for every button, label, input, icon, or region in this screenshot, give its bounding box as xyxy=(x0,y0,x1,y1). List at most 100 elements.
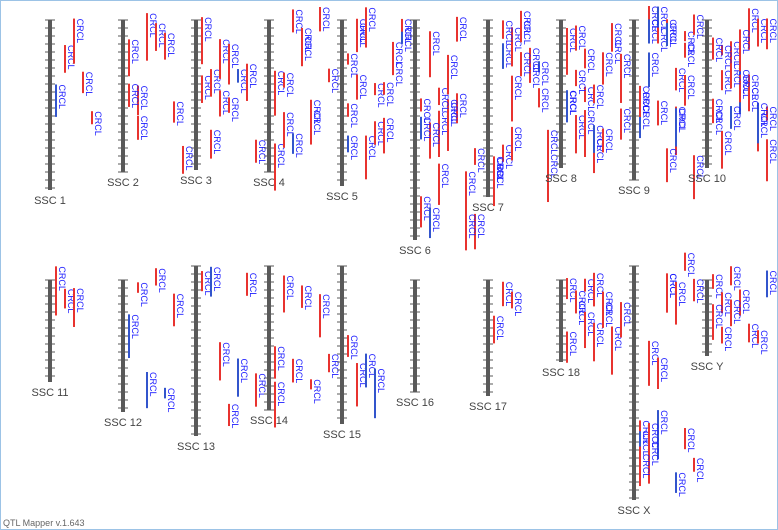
qtl-label: CRCL xyxy=(613,327,623,352)
qtl-label: CRCL xyxy=(586,49,596,74)
qtl-label: CRCL xyxy=(349,103,359,128)
qtl-label: CRCL xyxy=(476,148,486,173)
qtl-label: CRCL xyxy=(458,93,468,118)
qtl-label: CRCL xyxy=(604,52,614,77)
qtl-label: CRCL xyxy=(504,20,514,45)
qtl-label: CRCL xyxy=(184,146,194,171)
qtl-label: CRCL xyxy=(166,388,176,413)
qtl-label: CRCL xyxy=(641,92,651,117)
qtl-label: CRCL xyxy=(221,342,231,367)
qtl-label: CRCL xyxy=(732,41,742,66)
qtl-label: CRCL xyxy=(513,292,523,317)
chromosome-label: SSC 2 xyxy=(107,177,139,189)
qtl-label: CRCL xyxy=(385,82,395,107)
qtl-label: CRCL xyxy=(75,19,85,44)
qtl-label: CRCL xyxy=(668,23,678,48)
qtl-label: CRCL xyxy=(403,19,413,44)
qtl-label: CRCL xyxy=(349,136,359,161)
qtl-label: CRCL xyxy=(686,253,696,278)
qtl-label: CRCL xyxy=(650,19,660,44)
qtl-label: CRCL xyxy=(650,341,660,366)
qtl-label: CRCL xyxy=(294,133,304,158)
qtl-label: CRCL xyxy=(230,97,240,122)
qtl-label: CRCL xyxy=(467,171,477,196)
qtl-label: CRCL xyxy=(641,86,651,111)
qtl-label: CRCL xyxy=(531,64,541,89)
qtl-label: CRCL xyxy=(148,13,158,38)
qtl-label: CRCL xyxy=(595,323,605,348)
chromosome-label: SSC 12 xyxy=(104,417,142,429)
qtl-label: CRCL xyxy=(449,99,459,124)
qtl-label: CRCL xyxy=(677,108,687,133)
qtl-label: CRCL xyxy=(57,84,67,109)
qtl-label: CRCL xyxy=(695,155,705,180)
qtl-label: CRCL xyxy=(686,31,696,56)
chromosome-label: SSC 17 xyxy=(469,401,507,413)
qtl-label: CRCL xyxy=(403,27,413,52)
qtl-label: CRCL xyxy=(714,110,724,135)
qtl-label: CRCL xyxy=(723,131,733,156)
qtl-label: CRCL xyxy=(139,86,149,111)
qtl-label: CRCL xyxy=(641,420,651,445)
qtl-label: CRCL xyxy=(495,156,505,181)
qtl-label: CRCL xyxy=(422,196,432,221)
chromosome-label: SSC 14 xyxy=(250,415,288,427)
qtl-label: CRCL xyxy=(641,454,651,479)
qtl-label: CRCL xyxy=(668,19,678,44)
qtl-label: CRCL xyxy=(312,100,322,125)
qtl-label: CRCL xyxy=(668,273,678,298)
qtl-label: CRCL xyxy=(449,55,459,80)
chromosome xyxy=(267,20,271,172)
chromosome xyxy=(705,20,709,168)
chromosome xyxy=(121,20,125,172)
qtl-label: CRCL xyxy=(741,29,751,54)
qtl-label: CRCL xyxy=(659,28,669,53)
qtl-label: CRCL xyxy=(677,107,687,132)
qtl-label: CRCL xyxy=(394,62,404,87)
qtl-label: CRCL xyxy=(212,69,222,94)
chromosome-label: SSC 5 xyxy=(326,191,358,203)
qtl-label: CRCL xyxy=(321,294,331,319)
qtl-label: CRCL xyxy=(613,23,623,48)
qtl-label: CRCL xyxy=(668,148,678,173)
chromosome xyxy=(340,266,344,424)
qtl-label: CRCL xyxy=(714,38,724,63)
qtl-label: CRCL xyxy=(568,90,578,115)
qtl-label: CRCL xyxy=(540,61,550,86)
qtl-label: CRCL xyxy=(677,68,687,93)
qtl-label: CRCL xyxy=(695,15,705,40)
qtl-label: CRCL xyxy=(759,330,769,355)
qtl-label: CRCL xyxy=(239,359,249,384)
qtl-label: CRCL xyxy=(504,145,514,170)
qtl-label: CRCL xyxy=(285,276,295,301)
qtl-label: CRCL xyxy=(641,105,651,130)
chromosome-label: SSC 7 xyxy=(472,202,504,214)
chromosome-label: SSC 4 xyxy=(253,177,285,189)
qtl-label: CRCL xyxy=(212,130,222,155)
chromosome xyxy=(632,266,636,500)
qtl-label: CRCL xyxy=(358,19,368,44)
chromosome-label: SSC 16 xyxy=(396,397,434,409)
chromosome-label: SSC 11 xyxy=(31,387,68,399)
qtl-label: CRCL xyxy=(139,116,149,141)
qtl-label: CRCL xyxy=(203,271,213,296)
qtl-label: CRCL xyxy=(230,404,240,429)
qtl-label: CRCL xyxy=(175,101,185,126)
qtl-label: CRCL xyxy=(130,84,140,109)
chromosome xyxy=(48,280,52,382)
qtl-label: CRCL xyxy=(385,118,395,143)
qtl-label: CRCL xyxy=(303,37,313,62)
qtl-label: CRCL xyxy=(330,69,340,94)
qtl-label: CRCL xyxy=(741,75,751,100)
qtl-label: CRCL xyxy=(586,110,596,135)
qtl-label: CRCL xyxy=(175,294,185,319)
chromosome-label: SSC 3 xyxy=(180,175,212,187)
chromosome xyxy=(559,280,563,362)
qtl-label: CRCL xyxy=(303,285,313,310)
qtl-label: CRCL xyxy=(84,72,94,97)
qtl-label: CRCL xyxy=(513,127,523,152)
qtl-label: CRCL xyxy=(294,359,304,384)
qtl-label: CRCL xyxy=(422,117,432,142)
qtl-label: CRCL xyxy=(467,214,477,239)
